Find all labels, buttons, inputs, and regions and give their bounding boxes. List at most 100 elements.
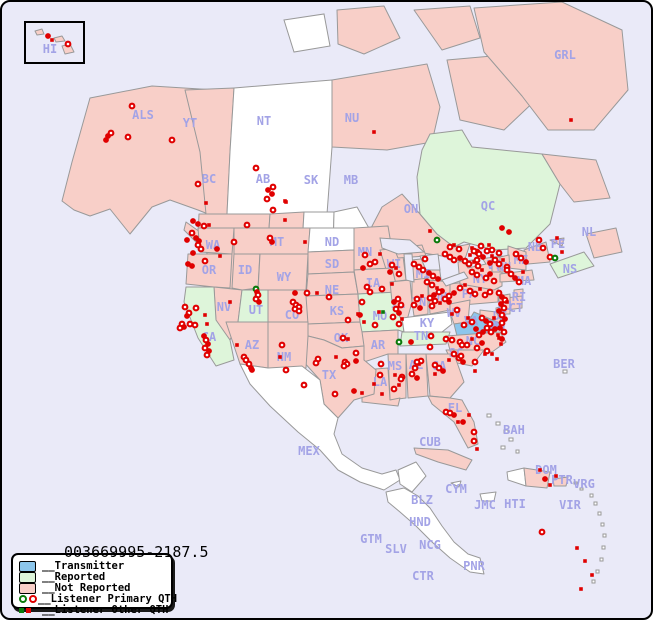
listener-primary-marker[interactable] (450, 256, 458, 264)
listener-marker[interactable] (506, 229, 512, 235)
listener-marker[interactable] (460, 359, 466, 365)
listener-marker[interactable] (184, 313, 190, 319)
listener-marker[interactable] (417, 305, 423, 311)
region-MEX[interactable] (239, 363, 401, 491)
listener-marker[interactable] (190, 250, 196, 256)
listener-other-marker[interactable] (377, 310, 381, 314)
listener-primary-marker[interactable] (278, 341, 286, 349)
listener-other-marker[interactable] (204, 201, 208, 205)
listener-primary-marker[interactable] (551, 254, 559, 262)
listener-primary-marker[interactable] (473, 271, 481, 279)
listener-primary-marker[interactable] (300, 381, 308, 389)
listener-primary-marker[interactable] (474, 262, 482, 270)
listener-primary-marker[interactable] (486, 288, 494, 296)
region-PTR[interactable] (552, 476, 569, 487)
listener-primary-marker[interactable] (455, 245, 463, 253)
listener-marker[interactable] (269, 191, 275, 197)
listener-primary-marker[interactable] (194, 180, 202, 188)
listener-primary-marker[interactable] (376, 371, 384, 379)
region-CYM[interactable] (450, 480, 462, 488)
listener-other-marker[interactable] (575, 546, 579, 550)
listener-marker[interactable] (214, 246, 220, 252)
listener-primary-marker[interactable] (269, 206, 277, 214)
listener-primary-marker[interactable] (468, 268, 476, 276)
listener-other-marker[interactable] (380, 392, 384, 396)
listener-other-marker[interactable] (394, 266, 398, 270)
listener-primary-marker[interactable] (456, 284, 464, 292)
listener-other-marker[interactable] (360, 391, 364, 395)
listener-primary-marker[interactable] (408, 370, 416, 378)
region-NT[interactable] (226, 79, 333, 215)
listener-primary-marker[interactable] (460, 321, 468, 329)
listener-other-marker[interactable] (483, 352, 487, 356)
listener-other-marker[interactable] (433, 372, 437, 376)
listener-primary-marker[interactable] (473, 256, 481, 264)
listener-primary-marker[interactable] (498, 319, 506, 327)
listener-primary-marker[interactable] (361, 251, 369, 259)
listener-marker[interactable] (512, 275, 518, 281)
listener-marker[interactable] (249, 367, 255, 373)
listener-other-marker[interactable] (555, 236, 559, 240)
listener-primary-marker[interactable] (243, 221, 251, 229)
listener-other-marker[interactable] (372, 382, 376, 386)
listener-other-marker[interactable] (490, 352, 494, 356)
listener-primary-marker[interactable] (410, 301, 418, 309)
listener-primary-marker[interactable] (201, 257, 209, 265)
listener-primary-marker[interactable] (390, 385, 398, 393)
listener-primary-marker[interactable] (188, 229, 196, 237)
listener-primary-marker[interactable] (470, 247, 478, 255)
listener-primary-marker[interactable] (500, 304, 508, 312)
listener-other-marker[interactable] (450, 312, 454, 316)
listener-other-marker[interactable] (278, 355, 282, 359)
listener-primary-marker[interactable] (538, 528, 546, 536)
listener-primary-marker[interactable] (192, 304, 200, 312)
listener-primary-marker[interactable] (325, 293, 333, 301)
listener-marker[interactable] (45, 33, 51, 39)
listener-primary-marker[interactable] (340, 362, 348, 370)
region-QC[interactable] (416, 129, 561, 251)
listener-primary-marker[interactable] (457, 352, 465, 360)
listener-marker[interactable] (473, 326, 479, 332)
listener-marker[interactable] (269, 239, 275, 245)
listener-primary-marker[interactable] (442, 335, 450, 343)
listener-marker[interactable] (357, 312, 363, 318)
listener-primary-marker[interactable] (441, 250, 449, 258)
listener-primary-marker[interactable] (495, 260, 503, 268)
listener-primary-marker[interactable] (168, 136, 176, 144)
listener-primary-marker[interactable] (445, 292, 453, 300)
listener-other-marker[interactable] (548, 483, 552, 487)
listener-marker[interactable] (487, 271, 493, 277)
listener-primary-marker[interactable] (230, 238, 238, 246)
listener-primary-marker[interactable] (466, 287, 474, 295)
listener-marker[interactable] (360, 265, 366, 271)
listener-other-marker[interactable] (205, 322, 209, 326)
listener-marker[interactable] (391, 299, 397, 305)
listener-primary-marker[interactable] (490, 277, 498, 285)
listener-marker[interactable] (457, 255, 463, 261)
listener-other-marker[interactable] (470, 246, 474, 250)
listener-marker[interactable] (396, 310, 402, 316)
listener-marker[interactable] (195, 221, 201, 227)
listener-marker[interactable] (414, 375, 420, 381)
listener-marker[interactable] (292, 290, 298, 296)
listener-other-marker[interactable] (490, 254, 494, 258)
listener-primary-marker[interactable] (428, 302, 436, 310)
listener-primary-marker[interactable] (446, 243, 454, 251)
listener-other-marker[interactable] (378, 252, 382, 256)
listener-primary-marker[interactable] (473, 344, 481, 352)
listener-primary-marker[interactable] (263, 195, 271, 203)
listener-primary-marker[interactable] (468, 318, 476, 326)
listener-primary-marker[interactable] (429, 272, 437, 280)
listener-primary-marker[interactable] (500, 328, 508, 336)
listener-primary-marker[interactable] (203, 351, 211, 359)
listener-primary-marker[interactable] (431, 297, 439, 305)
listener-other-marker[interactable] (381, 310, 385, 314)
listener-primary-marker[interactable] (191, 321, 199, 329)
listener-other-marker[interactable] (480, 268, 484, 272)
listener-primary-marker[interactable] (426, 294, 434, 302)
listener-other-marker[interactable] (218, 254, 222, 258)
listener-other-marker[interactable] (468, 253, 472, 257)
listener-other-marker[interactable] (560, 250, 564, 254)
hawaii-inset[interactable] (24, 21, 85, 64)
listener-primary-marker[interactable] (395, 320, 403, 328)
